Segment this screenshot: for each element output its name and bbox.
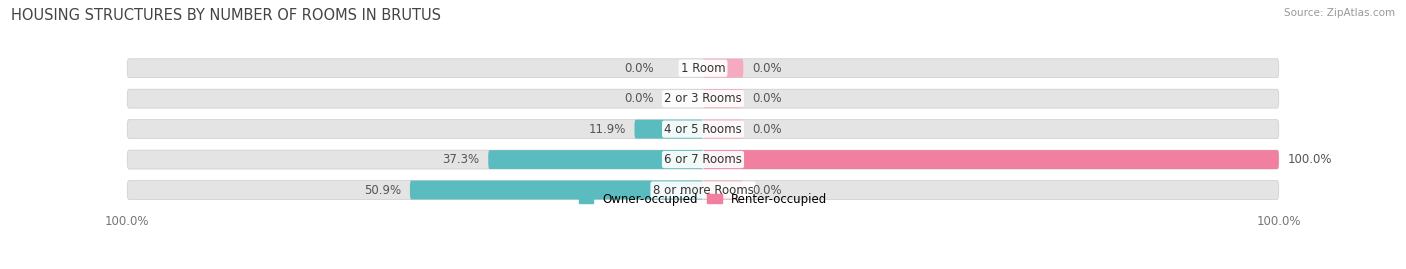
Text: 0.0%: 0.0% [624, 92, 654, 105]
FancyBboxPatch shape [703, 180, 744, 200]
FancyBboxPatch shape [127, 89, 1279, 108]
Text: 0.0%: 0.0% [624, 62, 654, 75]
Text: 6 or 7 Rooms: 6 or 7 Rooms [664, 153, 742, 166]
Text: 8 or more Rooms: 8 or more Rooms [652, 183, 754, 197]
Text: 50.9%: 50.9% [364, 183, 401, 197]
Text: Source: ZipAtlas.com: Source: ZipAtlas.com [1284, 8, 1395, 18]
FancyBboxPatch shape [703, 89, 744, 108]
Text: 4 or 5 Rooms: 4 or 5 Rooms [664, 123, 742, 136]
Text: 0.0%: 0.0% [752, 62, 782, 75]
FancyBboxPatch shape [127, 180, 1279, 200]
FancyBboxPatch shape [488, 150, 703, 169]
FancyBboxPatch shape [411, 180, 703, 200]
FancyBboxPatch shape [127, 120, 1279, 139]
Text: 100.0%: 100.0% [1288, 153, 1331, 166]
Legend: Owner-occupied, Renter-occupied: Owner-occupied, Renter-occupied [579, 193, 827, 206]
FancyBboxPatch shape [634, 120, 703, 139]
Text: HOUSING STRUCTURES BY NUMBER OF ROOMS IN BRUTUS: HOUSING STRUCTURES BY NUMBER OF ROOMS IN… [11, 8, 441, 23]
Text: 11.9%: 11.9% [589, 123, 626, 136]
Text: 1 Room: 1 Room [681, 62, 725, 75]
Text: 0.0%: 0.0% [752, 92, 782, 105]
FancyBboxPatch shape [127, 59, 1279, 78]
FancyBboxPatch shape [703, 120, 744, 139]
Text: 0.0%: 0.0% [752, 123, 782, 136]
Text: 37.3%: 37.3% [443, 153, 479, 166]
Text: 2 or 3 Rooms: 2 or 3 Rooms [664, 92, 742, 105]
FancyBboxPatch shape [703, 59, 744, 78]
Text: 0.0%: 0.0% [752, 183, 782, 197]
FancyBboxPatch shape [703, 150, 1279, 169]
FancyBboxPatch shape [127, 150, 1279, 169]
